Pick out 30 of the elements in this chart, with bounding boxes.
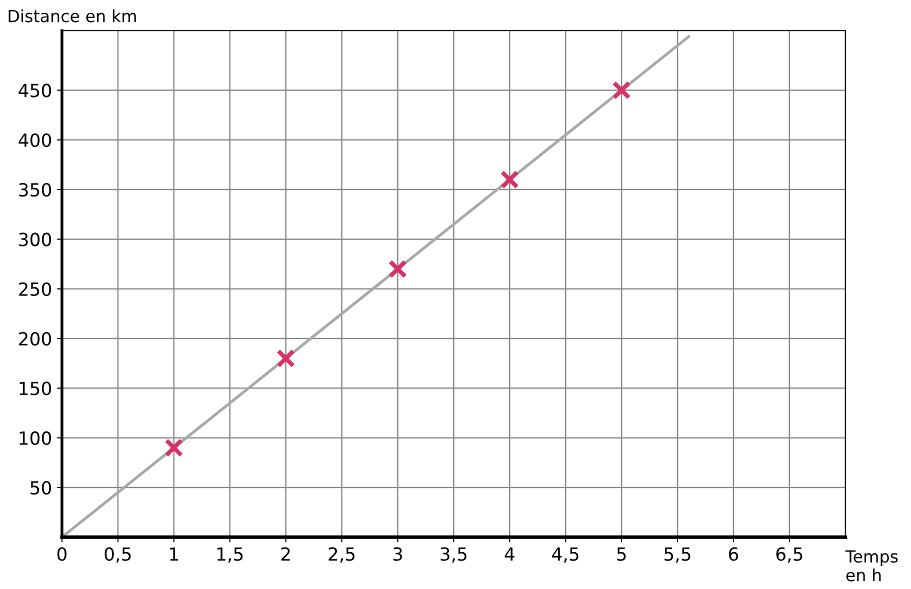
x-tick-label: 2 — [281, 547, 290, 561]
point — [164, 438, 184, 458]
x-tick-label: 3,5 — [440, 547, 466, 563]
y-tick-label: 250 — [19, 282, 52, 296]
y-tick-label: 200 — [19, 332, 52, 346]
point — [500, 170, 520, 189]
x-tick-label: 1,5 — [217, 547, 243, 563]
x-tick-label: 2,5 — [328, 547, 355, 563]
x-tick-label: 6,5 — [776, 547, 802, 563]
y-tick-label: 100 — [20, 431, 52, 445]
x-tick-label: 5,5 — [664, 547, 690, 563]
y-tick-label: 400 — [18, 133, 52, 147]
x-tick-label: 4 — [504, 547, 514, 561]
x-tick-label: 1 — [170, 547, 178, 561]
y-tick-label: 350 — [19, 183, 52, 197]
x-tick-label: 5 — [617, 547, 626, 561]
y-axis-title: Distance en km — [8, 9, 136, 22]
point — [612, 80, 631, 100]
y-tick-label: 150 — [20, 382, 52, 396]
point — [388, 260, 408, 278]
x-tick-label: 3 — [393, 547, 402, 561]
y-tick-label: 300 — [19, 232, 52, 246]
x-axis-title: Temps en h — [845, 550, 898, 582]
x-tick-label: 0 — [57, 547, 66, 561]
y-tick-label: 450 — [18, 84, 52, 98]
x-tick-label: 4,5 — [552, 547, 578, 563]
x-tick-label: 0,5 — [104, 547, 131, 563]
x-tick-label: 6 — [729, 547, 738, 561]
point — [276, 349, 296, 368]
y-tick-label: 50 — [30, 480, 52, 495]
